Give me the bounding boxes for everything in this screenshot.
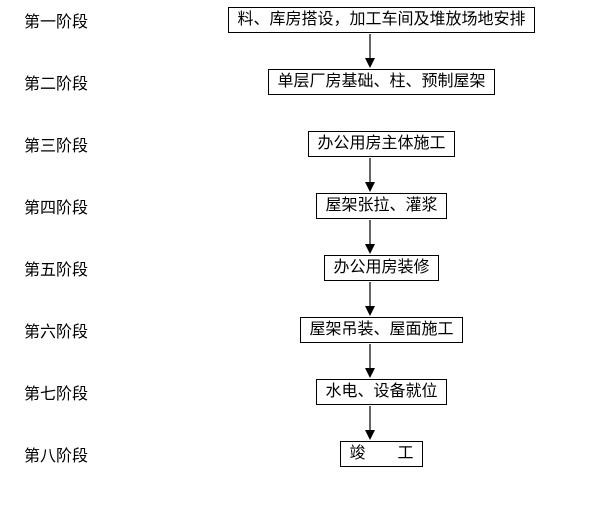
stage-box-8: 竣 工 — [340, 441, 422, 467]
stage-row-2: 第二阶段 单层厂房基础、柱、预制屋架 — [0, 68, 593, 96]
stage-box-wrap-1: 料、库房搭设，加工车间及堆放场地安排 — [194, 7, 593, 33]
arrow-row-4 — [0, 220, 593, 254]
stage-label-8: 第八阶段 — [0, 442, 194, 466]
arrow-down-icon — [362, 344, 378, 378]
stage-label-5: 第五阶段 — [0, 256, 194, 280]
arrow-down-icon — [362, 282, 378, 316]
stage-row-7: 第七阶段 水电、设备就位 — [0, 378, 593, 406]
stage-box-2: 单层厂房基础、柱、预制屋架 — [268, 69, 494, 95]
stage-box-wrap-3: 办公用房主体施工 — [194, 131, 593, 157]
stage-row-4: 第四阶段 屋架张拉、灌浆 — [0, 192, 593, 220]
arrow-down-icon — [362, 220, 378, 254]
stage-row-1: 第一阶段 料、库房搭设，加工车间及堆放场地安排 — [0, 6, 593, 34]
stage-box-wrap-8: 竣 工 — [194, 441, 593, 467]
stage-label-3: 第三阶段 — [0, 132, 194, 156]
stage-row-8: 第八阶段 竣 工 — [0, 440, 593, 468]
stage-label-7: 第七阶段 — [0, 380, 194, 404]
stage-box-6: 屋架吊装、屋面施工 — [300, 317, 462, 343]
arrow-row-5 — [0, 282, 593, 316]
stage-box-4: 屋架张拉、灌浆 — [316, 193, 446, 219]
arrow-down-icon — [362, 158, 378, 192]
stage-box-wrap-5: 办公用房装修 — [194, 255, 593, 281]
arrow-down-icon — [362, 34, 378, 68]
stage-row-5: 第五阶段 办公用房装修 — [0, 254, 593, 282]
stage-box-wrap-7: 水电、设备就位 — [194, 379, 593, 405]
arrow-row-7 — [0, 406, 593, 440]
flowchart-container: 第一阶段 料、库房搭设，加工车间及堆放场地安排 第二阶段 单层厂房基础、柱、预制… — [0, 0, 593, 468]
stage-box-5: 办公用房装修 — [324, 255, 438, 281]
stage-label-1: 第一阶段 — [0, 8, 194, 32]
stage-box-7: 水电、设备就位 — [316, 379, 446, 405]
gap-row-2 — [0, 96, 593, 130]
stage-box-wrap-4: 屋架张拉、灌浆 — [194, 193, 593, 219]
arrow-row-6 — [0, 344, 593, 378]
stage-row-6: 第六阶段 屋架吊装、屋面施工 — [0, 316, 593, 344]
stage-box-1: 料、库房搭设，加工车间及堆放场地安排 — [228, 7, 534, 33]
stage-label-6: 第六阶段 — [0, 318, 194, 342]
arrow-down-icon — [362, 406, 378, 440]
stage-label-4: 第四阶段 — [0, 194, 194, 218]
stage-box-wrap-2: 单层厂房基础、柱、预制屋架 — [194, 69, 593, 95]
stage-row-3: 第三阶段 办公用房主体施工 — [0, 130, 593, 158]
stage-label-2: 第二阶段 — [0, 70, 194, 94]
arrow-row-3 — [0, 158, 593, 192]
stage-box-wrap-6: 屋架吊装、屋面施工 — [194, 317, 593, 343]
stage-box-3: 办公用房主体施工 — [308, 131, 454, 157]
arrow-row-1 — [0, 34, 593, 68]
